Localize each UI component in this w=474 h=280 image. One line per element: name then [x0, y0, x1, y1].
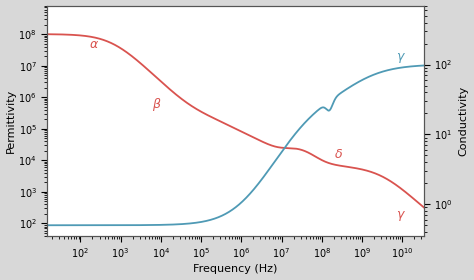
Text: $\gamma$: $\gamma$	[396, 209, 406, 223]
Text: $\delta$: $\delta$	[334, 148, 343, 161]
Text: $\alpha$: $\alpha$	[89, 38, 99, 52]
Y-axis label: Permittivity: Permittivity	[6, 89, 16, 153]
Y-axis label: Conductivity: Conductivity	[458, 86, 468, 156]
Text: $\gamma$: $\gamma$	[396, 51, 406, 65]
X-axis label: Frequency (Hz): Frequency (Hz)	[193, 264, 278, 274]
Text: $\beta$: $\beta$	[152, 96, 162, 113]
